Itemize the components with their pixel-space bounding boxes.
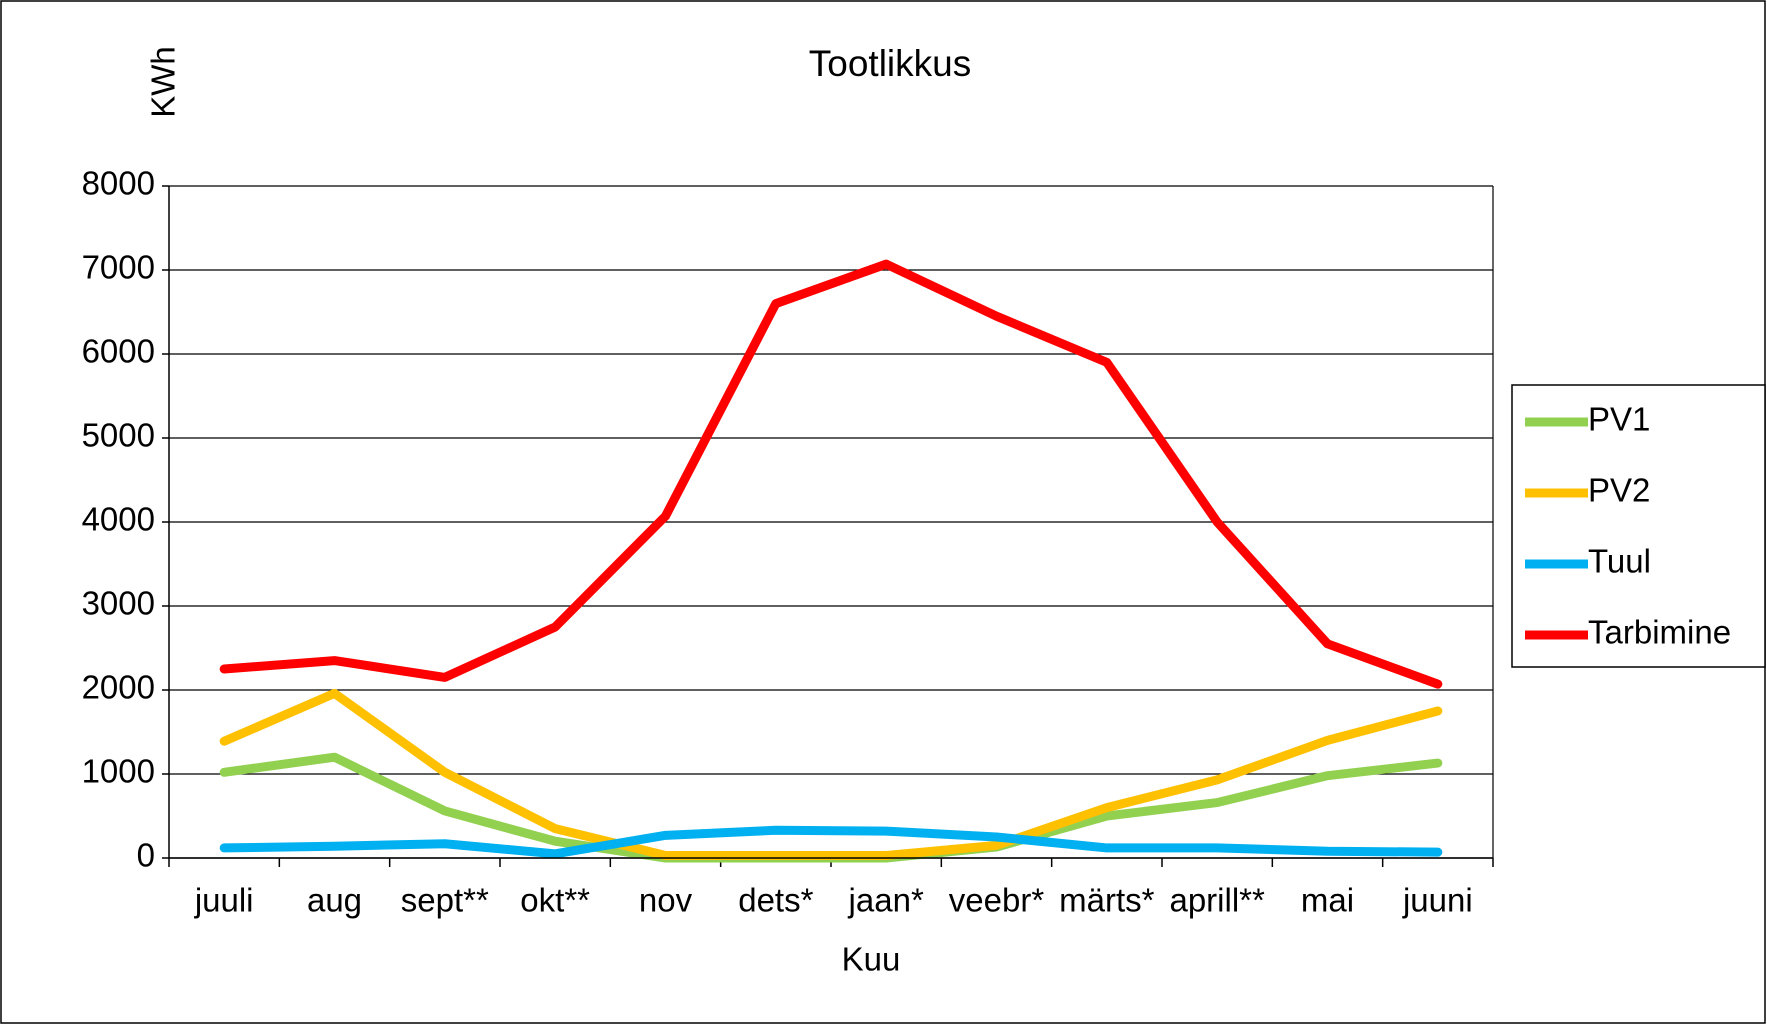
legend-label: Tuul: [1588, 543, 1651, 580]
y-tick-label: 1000: [82, 753, 155, 790]
x-tick-label: aug: [307, 882, 362, 919]
x-tick-label: nov: [639, 882, 693, 919]
legend-label: Tarbimine: [1588, 614, 1731, 651]
x-tick-label: veebr*: [949, 882, 1045, 919]
legend-label: PV2: [1588, 472, 1650, 509]
y-tick-label: 7000: [82, 249, 155, 286]
x-tick-label: mai: [1301, 882, 1354, 919]
y-tick-label: 6000: [82, 333, 155, 370]
series-line: [219, 688, 1443, 860]
chart-title: Tootlikkus: [809, 43, 971, 84]
legend-box: [1511, 384, 1766, 668]
y-tick-label: 8000: [82, 165, 155, 202]
x-tick-label: aprill**: [1169, 882, 1265, 919]
x-tick-label: okt**: [520, 882, 590, 919]
x-tick-label: juuni: [1402, 882, 1473, 919]
series-line: [219, 259, 1443, 689]
x-axis-label: Kuu: [842, 941, 901, 978]
x-tick-label: jaan*: [848, 882, 924, 919]
legend-label: PV1: [1588, 401, 1650, 438]
y-tick-label: 5000: [82, 417, 155, 454]
x-tick-label: dets*: [738, 882, 813, 919]
y-tick-label: 2000: [82, 669, 155, 706]
y-tick-label: 0: [137, 837, 155, 874]
x-tick-label: märts*: [1059, 882, 1155, 919]
x-tick-label: juuli: [194, 882, 254, 919]
y-tick-label: 3000: [82, 585, 155, 622]
x-tick-label: sept**: [401, 882, 489, 919]
y-axis-label: KWh: [145, 46, 182, 118]
series-line: [219, 825, 1443, 859]
y-tick-label: 4000: [82, 501, 155, 538]
